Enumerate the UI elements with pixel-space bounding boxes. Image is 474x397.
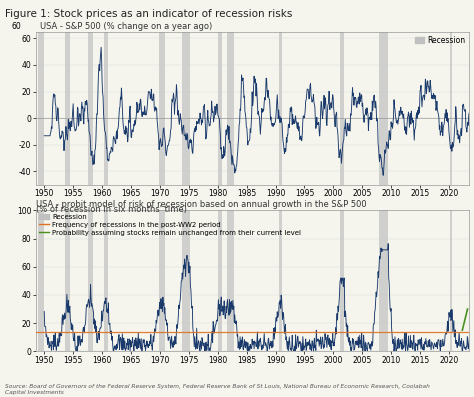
Bar: [219, 210, 222, 351]
Legend: Recession: Recession: [415, 36, 465, 44]
Bar: [65, 210, 70, 351]
Bar: [450, 32, 452, 185]
Text: Figure 1: Stock prices as an indicator of recession risks: Figure 1: Stock prices as an indicator o…: [5, 9, 292, 19]
Bar: [340, 32, 344, 185]
Bar: [227, 210, 234, 351]
Bar: [104, 32, 109, 185]
Bar: [182, 32, 190, 185]
Bar: [159, 32, 165, 185]
Bar: [219, 32, 222, 185]
Bar: [379, 210, 388, 351]
Bar: [65, 32, 70, 185]
Text: USA - probit model of risk of recession based on annual growth in the S&P 500: USA - probit model of risk of recession …: [36, 200, 366, 209]
Bar: [159, 210, 165, 351]
Bar: [88, 210, 93, 351]
Bar: [88, 32, 93, 185]
Bar: [38, 210, 44, 351]
Bar: [227, 32, 234, 185]
Bar: [104, 210, 109, 351]
Bar: [279, 210, 283, 351]
Text: Source: Board of Governors of the Federal Reserve System, Federal Reserve Bank o: Source: Board of Governors of the Federa…: [5, 384, 429, 395]
Bar: [450, 210, 452, 351]
Text: 60: 60: [12, 22, 21, 31]
Bar: [340, 210, 344, 351]
Bar: [379, 32, 388, 185]
Bar: [38, 32, 44, 185]
Bar: [279, 32, 283, 185]
Legend: Recession, Frequency of recessions in the post-WW2 period, Probability assuming : Recession, Frequency of recessions in th…: [39, 214, 301, 235]
Text: (% of recession in six months' time): (% of recession in six months' time): [36, 204, 186, 214]
Text: USA - S&P 500 (% change on a year ago): USA - S&P 500 (% change on a year ago): [40, 22, 212, 31]
Bar: [182, 210, 190, 351]
